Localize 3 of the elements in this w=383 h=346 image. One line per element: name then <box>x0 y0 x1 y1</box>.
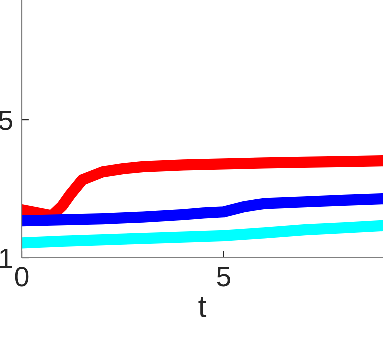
x-tick-label: 0 <box>15 267 29 287</box>
x-axis-title: t <box>198 297 207 318</box>
y-tick-label: 1 <box>0 248 12 268</box>
